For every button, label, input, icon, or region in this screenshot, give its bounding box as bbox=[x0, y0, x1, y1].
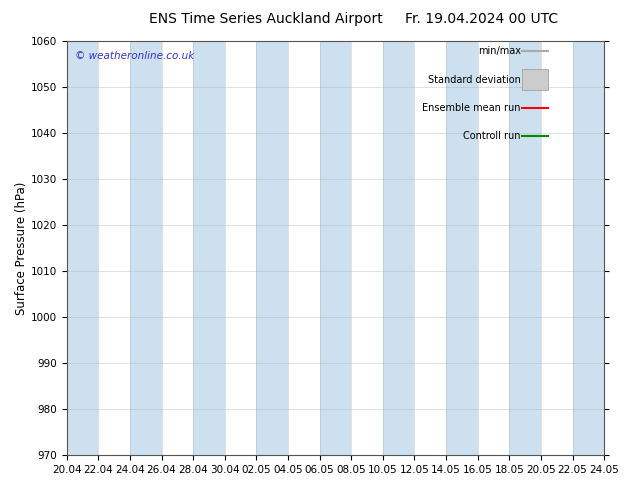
Bar bbox=[320, 41, 351, 455]
Y-axis label: Surface Pressure (hPa): Surface Pressure (hPa) bbox=[15, 181, 28, 315]
Bar bbox=[67, 41, 98, 455]
Text: Controll run: Controll run bbox=[463, 131, 521, 141]
Text: Standard deviation: Standard deviation bbox=[428, 74, 521, 85]
Bar bbox=[193, 41, 225, 455]
Bar bbox=[446, 41, 477, 455]
Bar bbox=[573, 41, 604, 455]
Bar bbox=[522, 69, 548, 90]
Bar bbox=[509, 41, 541, 455]
Text: ENS Time Series Auckland Airport: ENS Time Series Auckland Airport bbox=[150, 12, 383, 26]
Text: Ensemble mean run: Ensemble mean run bbox=[422, 103, 521, 113]
Bar bbox=[256, 41, 288, 455]
Text: Fr. 19.04.2024 00 UTC: Fr. 19.04.2024 00 UTC bbox=[405, 12, 559, 26]
Text: min/max: min/max bbox=[478, 47, 521, 56]
Bar bbox=[383, 41, 415, 455]
Bar bbox=[130, 41, 162, 455]
Text: © weatheronline.co.uk: © weatheronline.co.uk bbox=[75, 51, 194, 61]
